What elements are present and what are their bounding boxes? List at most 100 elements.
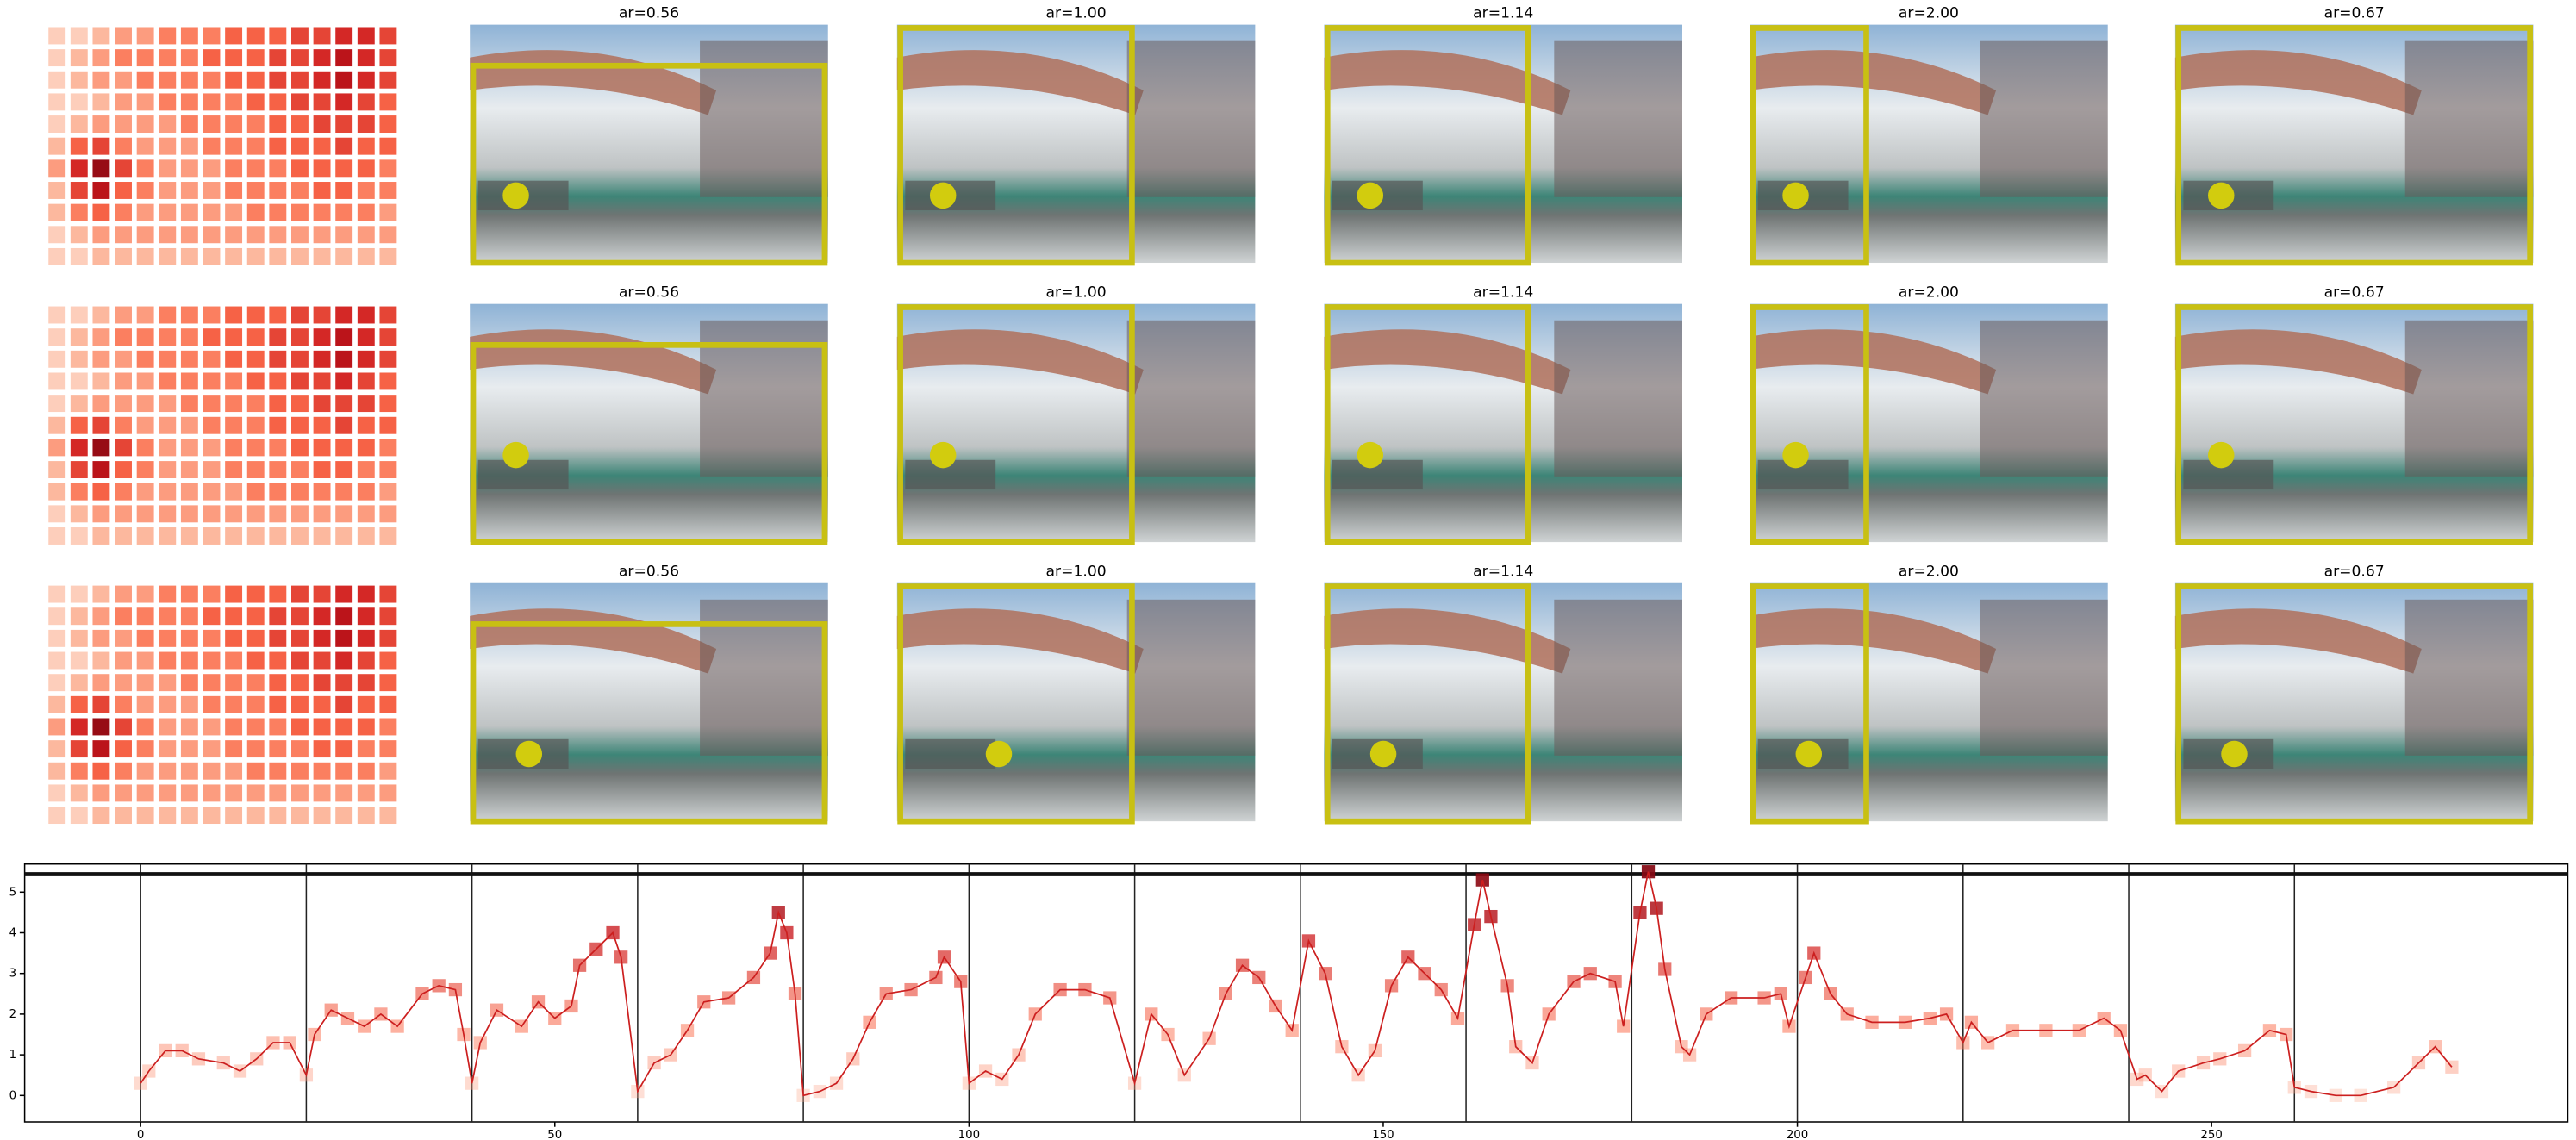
- heatmap-cell: [136, 328, 154, 346]
- heatmap-cell: [115, 93, 132, 111]
- heatmap-cell: [203, 115, 221, 134]
- heatmap-cell: [159, 651, 177, 670]
- heatmap-cell: [335, 740, 353, 758]
- heatmap-cell: [92, 137, 110, 155]
- heatmap-cell: [159, 483, 177, 501]
- heatmap-cell: [246, 49, 265, 67]
- heatmap-cell: [269, 483, 287, 501]
- heatmap-cell: [379, 137, 397, 155]
- heatmap-cell: [70, 350, 88, 368]
- x-tick-label: 250: [2200, 1129, 2222, 1140]
- heatmap-cell: [291, 762, 309, 780]
- heatmap-cell: [180, 226, 198, 244]
- heatmap-cell: [92, 372, 110, 390]
- heatmap-cell: [246, 674, 265, 692]
- heatmap-cell: [115, 350, 132, 368]
- panel-title: ar=1.14: [1473, 4, 1533, 22]
- heatmap-cell: [70, 674, 88, 692]
- heatmap-cell: [115, 137, 132, 155]
- heatmap-cell: [159, 137, 177, 155]
- point: [929, 182, 957, 209]
- heatmap-cell: [203, 651, 221, 670]
- heatmap-cell: [379, 115, 397, 134]
- heatmap-cell: [291, 306, 309, 324]
- heatmap-cell: [203, 629, 221, 647]
- heatmap-cell: [335, 71, 353, 89]
- heatmap-cell: [203, 203, 221, 221]
- heatmap-cell: [180, 71, 198, 89]
- swimmers: [1980, 40, 2108, 197]
- heatmap-cell: [246, 505, 265, 523]
- heatmap-cell: [48, 182, 66, 199]
- heatmap-cell: [92, 629, 110, 647]
- heatmap-cell: [48, 718, 66, 736]
- heatmap-cell: [159, 49, 177, 67]
- heatmap-cell: [291, 49, 309, 67]
- heatmap-cell: [335, 416, 353, 434]
- arm: [896, 608, 1144, 674]
- heatmap-cell: [70, 607, 88, 626]
- heatmap-cell: [335, 49, 353, 67]
- heatmap-cell: [115, 527, 132, 545]
- heatmap-cell: [115, 203, 132, 221]
- heatmap-cell: [357, 159, 375, 178]
- heatmap-cell: [159, 505, 177, 523]
- heatmap-cell: [70, 49, 88, 67]
- bbox: [2175, 304, 2533, 545]
- heatmap-cell: [115, 49, 132, 67]
- heatmap-cell: [246, 71, 265, 89]
- heatmap-cell: [203, 718, 221, 736]
- heatmap-cell: [136, 182, 154, 199]
- heatmap-cell: [92, 247, 110, 265]
- heatmap-cell: [136, 695, 154, 713]
- heatmap-cell: [159, 328, 177, 346]
- heatmap-cell: [225, 527, 243, 545]
- panel-title: ar=2.00: [1899, 563, 1959, 580]
- heatmap-cell: [159, 203, 177, 221]
- heatmap-cell: [313, 350, 331, 368]
- heatmap-cell: [203, 416, 221, 434]
- heatmap-cell: [335, 629, 353, 647]
- heatmap-cell: [203, 585, 221, 603]
- heatmap-cell: [70, 784, 88, 802]
- heatmap-cell: [246, 762, 265, 780]
- heatmap-cell: [379, 740, 397, 758]
- heatmap-cell: [291, 695, 309, 713]
- heatmap-cell: [203, 439, 221, 457]
- heatmap-cell: [246, 439, 265, 457]
- heatmap-cell: [136, 439, 154, 457]
- heatmap-cell: [92, 651, 110, 670]
- swimmers: [1554, 40, 1682, 197]
- heatmap-cell: [159, 607, 177, 626]
- heatmap-cell: [291, 137, 309, 155]
- swimmers: [2404, 40, 2534, 197]
- point: [1369, 740, 1397, 768]
- heatmap-cell: [291, 395, 309, 413]
- heatmap-cell: [335, 718, 353, 736]
- arm: [896, 329, 1144, 395]
- heatmap-cell: [203, 505, 221, 523]
- heatmap-cell: [246, 461, 265, 479]
- heatmap-cell: [92, 674, 110, 692]
- heatmap-cell: [70, 115, 88, 134]
- heatmap-cell: [269, 372, 287, 390]
- point: [1795, 740, 1823, 768]
- heatmap-cell: [246, 93, 265, 111]
- heatmap-cell: [357, 807, 375, 825]
- heatmap-cell: [48, 71, 66, 89]
- heatmap-cell: [269, 226, 287, 244]
- heatmap-cell: [379, 695, 397, 713]
- heatmap-cell: [246, 159, 265, 178]
- heatmap-cell: [246, 784, 265, 802]
- heatmap-cell: [269, 416, 287, 434]
- heatmap-cell: [379, 247, 397, 265]
- heatmap-cell: [379, 461, 397, 479]
- heatmap-cell: [357, 247, 375, 265]
- heatmap-cell: [379, 439, 397, 457]
- heatmap-cell: [115, 182, 132, 199]
- heatmap-cell: [269, 461, 287, 479]
- heatmap-cell: [136, 629, 154, 647]
- panel-title: ar=2.00: [1899, 4, 1959, 22]
- heatmap-cell: [180, 674, 198, 692]
